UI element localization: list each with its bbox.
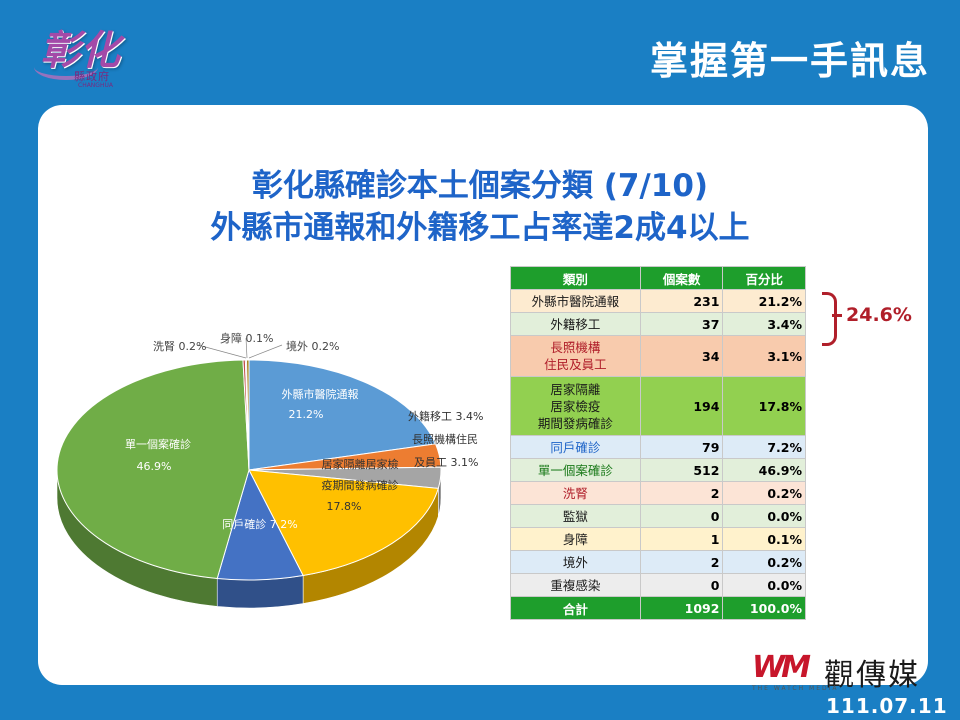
label-household: 同戶確診 7.2% [222, 517, 297, 531]
table-row: 長照機構 住民及員工 34 3.1% [510, 335, 806, 377]
date-stamp: 111.07.11 [826, 694, 948, 718]
row-percent: 21.2% [722, 289, 806, 313]
logo-english: CHANGHUA [78, 82, 113, 89]
col-count: 個案數 [639, 266, 724, 290]
label-hospital: 外縣市醫院通報 [282, 387, 359, 401]
watch-media-watermark: WM 觀傳媒 THE WATCH MEDIA [752, 650, 942, 693]
row-count: 2 [639, 481, 724, 505]
pie-slice-0 [248, 359, 437, 471]
table-header-row: 類別 個案數 百分比 [510, 266, 806, 290]
row-count: 34 [639, 335, 724, 377]
watermark-name: 觀傳媒 [824, 658, 920, 693]
row-percent: 17.8% [722, 376, 806, 436]
changhua-county-logo: 彰化 縣政府 CHANGHUA [34, 18, 134, 92]
bracket [822, 292, 837, 346]
leader-line-2 [248, 344, 283, 359]
row-count: 79 [639, 435, 724, 459]
row-count: 0 [639, 504, 724, 528]
pie-side-4 [216, 575, 304, 609]
watermark-english: THE WATCH MEDIA [752, 685, 839, 692]
label-single-value: 46.9% [137, 460, 172, 473]
row-count: 2 [639, 550, 724, 574]
row-percent: 0.2% [722, 481, 806, 505]
pie-slice-8 [246, 359, 250, 471]
total-count: 1092 [639, 596, 724, 620]
label-single: 單一個案確診 [125, 437, 191, 451]
row-count: 1 [639, 527, 724, 551]
row-count: 231 [639, 289, 724, 313]
table-row: 境外 2 0.2% [510, 550, 806, 574]
label-quarantine-2: 疫期間發病確診 [322, 478, 399, 492]
label-hospital-value: 21.2% [289, 408, 324, 421]
row-count: 512 [639, 458, 724, 482]
logo-swoosh [34, 54, 98, 80]
table-row: 居家隔離 居家檢疫 期間發病確診 194 17.8% [510, 376, 806, 436]
row-category: 外籍移工 [510, 312, 641, 336]
row-category: 長照機構 住民及員工 [510, 335, 641, 377]
table-row: 重複感染 0 0.0% [510, 573, 806, 597]
table-row: 單一個案確診 512 46.9% [510, 458, 806, 482]
bracket-tick [832, 314, 842, 317]
top-banner: 彰化 縣政府 CHANGHUA 掌握第一手訊息 [0, 0, 960, 100]
row-percent: 3.1% [722, 335, 806, 377]
row-percent: 0.0% [722, 573, 806, 597]
col-category: 類別 [510, 266, 641, 290]
slide-title: 彰化縣確診本土個案分類 (7/10) [251, 168, 709, 204]
label-disability: 身障 0.1% [220, 332, 274, 345]
col-percent: 百分比 [722, 266, 806, 290]
table-row: 外縣市醫院通報 231 21.2% [510, 289, 806, 313]
row-percent: 0.0% [722, 504, 806, 528]
combined-percentage: 24.6% [846, 304, 912, 326]
label-overseas: 境外 0.2% [286, 340, 340, 353]
row-category: 外縣市醫院通報 [510, 289, 641, 313]
table-total-row: 合計 1092 100.0% [510, 596, 806, 620]
row-percent: 0.2% [722, 550, 806, 574]
label-ltc-value: 及員工 3.1% [414, 456, 478, 469]
table-row: 同戶確診 79 7.2% [510, 435, 806, 459]
leader-line-0 [197, 344, 247, 359]
row-percent: 0.1% [722, 527, 806, 551]
row-category: 單一個案確診 [510, 458, 641, 482]
table-row: 身障 1 0.1% [510, 527, 806, 551]
row-count: 37 [639, 312, 724, 336]
pie-slice-3 [248, 469, 439, 577]
logo-subtext: 縣政府 [74, 70, 110, 83]
row-count: 194 [639, 376, 724, 436]
slide-subtitle: 外縣市通報和外籍移工占率達2成4以上 [210, 210, 750, 246]
table-row: 洗腎 2 0.2% [510, 481, 806, 505]
row-category: 身障 [510, 527, 641, 551]
label-quarantine-value: 17.8% [327, 500, 362, 513]
row-percent: 46.9% [722, 458, 806, 482]
row-category: 監獄 [510, 504, 641, 528]
label-migrant: 外籍移工 3.4% [408, 409, 483, 423]
label-quarantine: 居家隔離居家檢 [322, 457, 399, 471]
row-category: 居家隔離 居家檢疫 期間發病確診 [510, 376, 641, 436]
row-category: 洗腎 [510, 481, 641, 505]
label-dialysis: 洗腎 0.2% [153, 340, 207, 353]
logo-text: 彰化 [40, 27, 120, 74]
case-table: 類別 個案數 百分比 外縣市醫院通報 231 21.2% 外籍移工 37 3.4% 長照機構… [510, 266, 806, 620]
row-category: 境外 [510, 550, 641, 574]
header-title: 掌握第一手訊息 [649, 39, 930, 83]
row-count: 0 [639, 573, 724, 597]
leader-line-1 [245, 337, 248, 359]
total-label: 合計 [510, 596, 641, 620]
pie-slice-5 [56, 359, 250, 580]
row-category: 重複感染 [510, 573, 641, 597]
row-percent: 3.4% [722, 312, 806, 336]
table-row: 監獄 0 0.0% [510, 504, 806, 528]
table-row: 外籍移工 37 3.4% [510, 312, 806, 336]
label-ltc: 長照機構住民 [412, 432, 478, 446]
row-category: 同戶確診 [510, 435, 641, 459]
watermark-logo: WM [752, 650, 811, 685]
total-percent: 100.0% [722, 596, 806, 620]
row-percent: 7.2% [722, 435, 806, 459]
